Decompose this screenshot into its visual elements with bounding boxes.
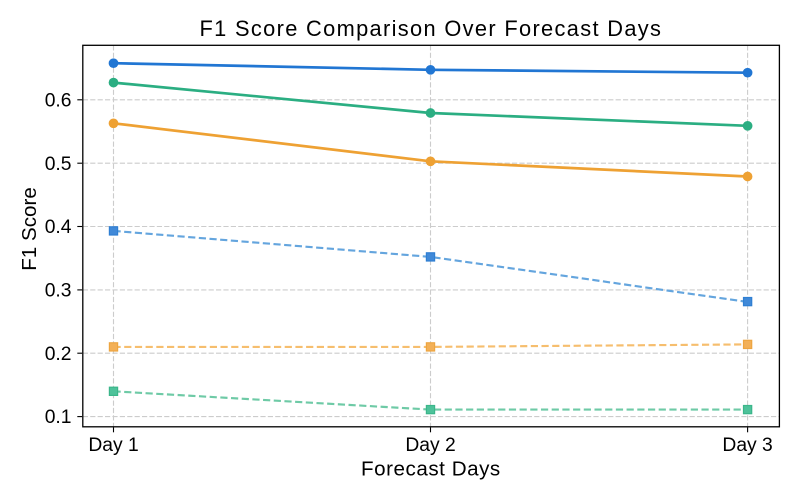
svg-text:F1 Score: F1 Score [18,187,41,271]
svg-text:Day 2: Day 2 [405,435,455,456]
svg-text:0.4: 0.4 [45,217,72,238]
svg-text:Forecast Days: Forecast Days [361,458,501,481]
svg-text:Day 3: Day 3 [722,435,772,456]
svg-text:Day 1: Day 1 [88,435,138,456]
svg-text:0.1: 0.1 [45,407,72,428]
svg-text:0.5: 0.5 [45,154,72,175]
svg-text:0.6: 0.6 [45,90,72,111]
svg-text:0.3: 0.3 [45,281,72,302]
svg-text:F1 Score Comparison Over Forec: F1 Score Comparison Over Forecast Days [200,16,663,41]
svg-text:0.2: 0.2 [45,344,72,365]
